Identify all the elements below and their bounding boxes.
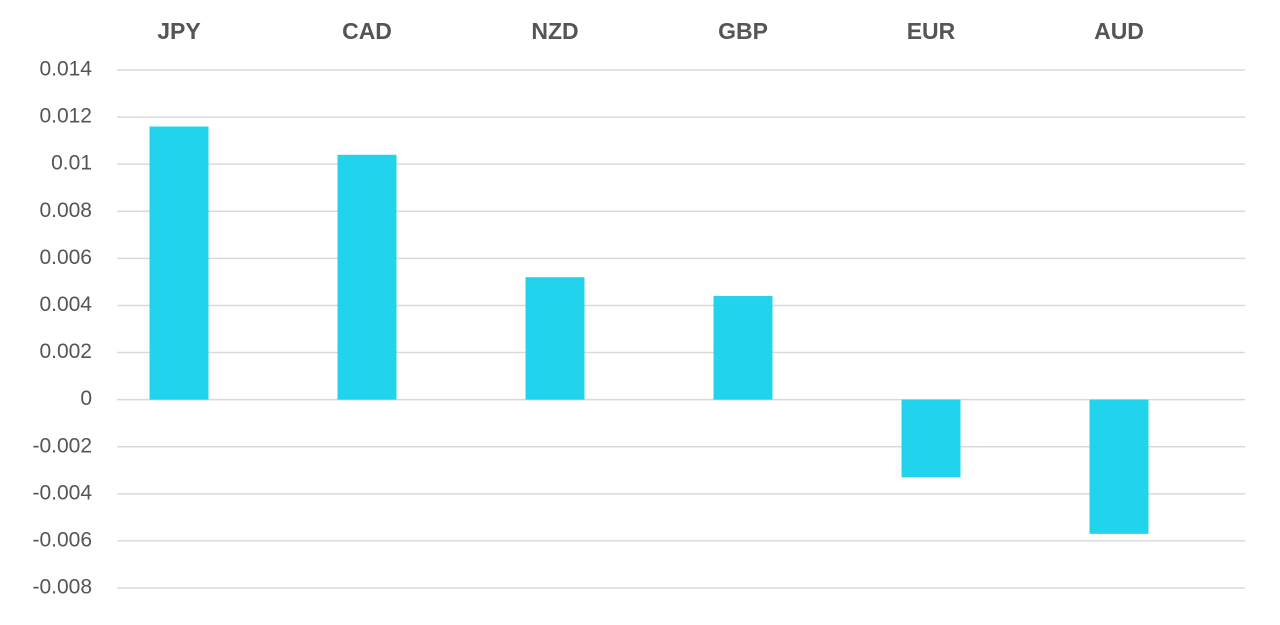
bar — [713, 296, 773, 400]
category-label: JPY — [157, 18, 200, 44]
category-label: NZD — [531, 18, 578, 44]
category-label: EUR — [907, 18, 956, 44]
y-tick-label: 0.01 — [51, 152, 92, 175]
y-tick-label: 0.004 — [39, 293, 92, 316]
y-tick-label: -0.008 — [32, 576, 92, 599]
bar — [525, 277, 585, 400]
bar — [1089, 399, 1149, 534]
y-tick-label: -0.006 — [32, 528, 92, 551]
category-label: AUD — [1094, 18, 1144, 44]
y-tick-label: 0.014 — [39, 58, 92, 81]
category-label: GBP — [718, 18, 768, 44]
category-label: CAD — [342, 18, 392, 44]
y-tick-label: -0.002 — [32, 434, 92, 457]
y-tick-label: 0.006 — [39, 246, 92, 269]
bar — [149, 126, 209, 400]
y-tick-label: 0.002 — [39, 340, 92, 363]
bar — [337, 154, 397, 400]
y-tick-label: 0.008 — [39, 199, 92, 222]
y-tick-label: 0.012 — [39, 105, 92, 128]
bar — [901, 399, 961, 478]
y-tick-label: -0.004 — [32, 481, 92, 504]
y-tick-label: 0 — [80, 387, 92, 410]
